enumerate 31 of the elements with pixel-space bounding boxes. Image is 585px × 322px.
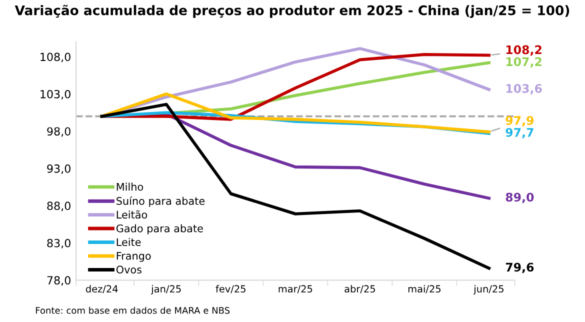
legend-label: Ovos [116,266,142,274]
x-tick-label: jan/25 [150,285,181,294]
x-tick-label: abr/25 [344,285,375,294]
line-series [100,92,491,134]
x-tick-label: mar/25 [278,285,312,294]
x-tick-label: jun/25 [473,285,504,294]
data-label: 103,6 [506,84,542,94]
y-tick-label: 88,0 [47,202,70,212]
legend-label: Leite [116,238,141,246]
legend-label: Frango [116,252,151,262]
legend-label: Leitão [116,210,148,219]
data-label: 89,0 [506,192,534,204]
x-tick-label: dez/24 [86,285,118,294]
data-label: 107,2 [506,57,542,68]
legend-label: Milho [116,182,144,191]
source-note: Fonte: com base em dados de MARA e NBS [36,306,230,314]
chart-title: Variação acumulada de preços ao produtor em 2025 - China (jan/25 = 100) [14,4,570,18]
y-tick-label: 98,0 [47,127,70,137]
data-label: 97,9 [506,116,534,126]
data-label: 79,6 [506,262,534,274]
y-tick-label: 78,0 [47,276,70,286]
y-tick-label: 103,0 [40,90,70,100]
y-tick-label: 83,0 [47,238,70,248]
legend-label: Gado para abate [116,224,203,234]
x-tick-label: fev/25 [216,285,246,294]
y-tick-label: 93,0 [47,164,70,174]
data-label: 108,2 [506,45,542,56]
y-tick-label: 108,0 [40,52,70,62]
data-label: 97,7 [506,128,534,138]
x-tick-label: mai/25 [408,285,441,294]
legend-label: Suíno para abate [116,196,205,207]
